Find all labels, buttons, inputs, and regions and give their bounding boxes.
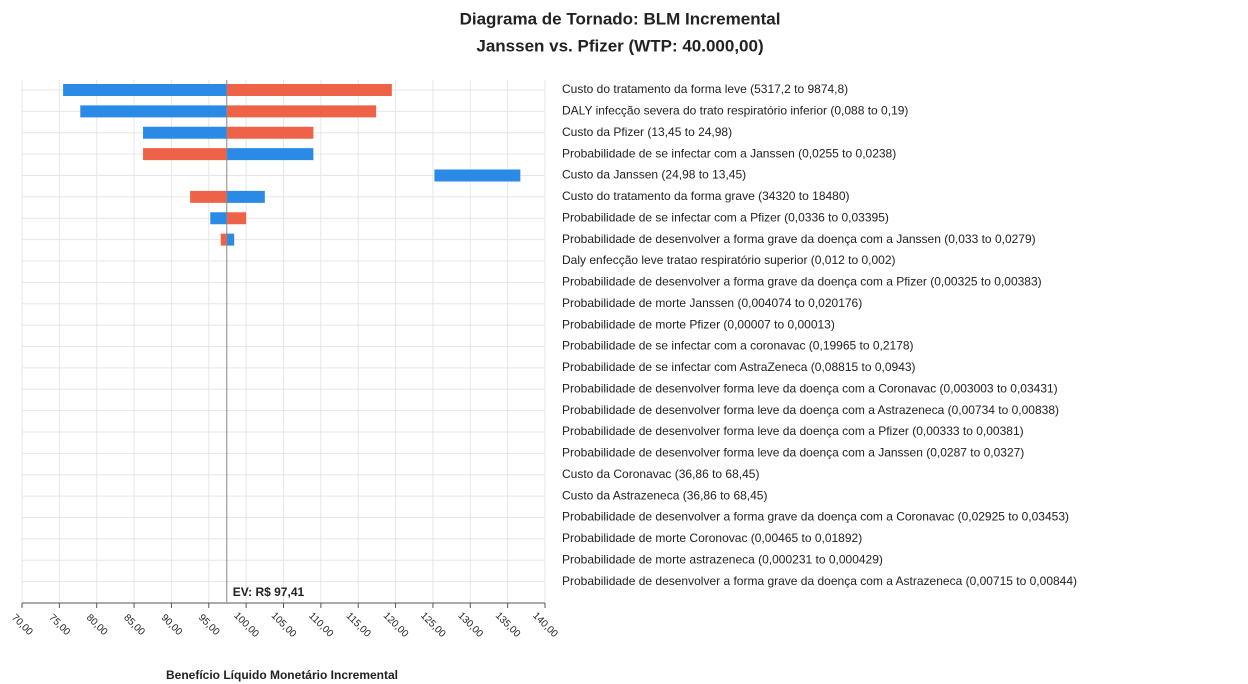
x-tick-label: 140,00 bbox=[530, 610, 560, 640]
bar bbox=[210, 212, 227, 225]
row-label: Probabilidade de desenvolver forma leve … bbox=[562, 446, 1024, 460]
row-label: Probabilidade de desenvolver a forma gra… bbox=[562, 510, 1069, 524]
row-label: DALY infecção severa do trato respiratór… bbox=[562, 104, 908, 118]
chart-title: Diagrama de Tornado: BLM Incremental bbox=[460, 9, 781, 28]
row-label: Probabilidade de desenvolver a forma gra… bbox=[562, 275, 1042, 289]
row-label: Probabilidade de desenvolver a forma gra… bbox=[562, 232, 1036, 246]
row-label: Custo da Pfizer (13,45 to 24,98) bbox=[562, 125, 732, 139]
x-tick-label: 80,00 bbox=[84, 612, 110, 638]
row-label: Probabilidade de morte astrazeneca (0,00… bbox=[562, 552, 883, 566]
bar bbox=[434, 169, 521, 182]
x-tick-label: 110,00 bbox=[306, 611, 335, 640]
bar bbox=[226, 105, 377, 118]
row-label: Custo do tratamento da forma leve (5317,… bbox=[562, 82, 848, 96]
bar bbox=[226, 212, 247, 225]
row-label: Daly enfecção leve tratao respiratório s… bbox=[562, 253, 896, 267]
row-label: Probabilidade de se infectar com a Janss… bbox=[562, 146, 896, 160]
row-label: Custo da Astrazeneca (36,86 to 68,45) bbox=[562, 488, 767, 502]
row-label: Probabilidade de desenvolver a forma gra… bbox=[562, 574, 1077, 588]
x-tick-label: 115,00 bbox=[344, 611, 373, 640]
row-label: Probabilidade de se infectar com a coron… bbox=[562, 339, 914, 353]
x-tick-label: 120,00 bbox=[381, 610, 411, 640]
bar bbox=[80, 105, 227, 118]
row-label: Probabilidade de morte Coronovac (0,0046… bbox=[562, 531, 862, 545]
x-axis-label: Benefício Líquido Monetário Incremental bbox=[166, 668, 398, 682]
x-tick-label: 130,00 bbox=[455, 610, 485, 640]
x-tick-label: 85,00 bbox=[121, 612, 147, 638]
x-tick-label: 105,00 bbox=[269, 610, 299, 640]
row-label: Custo da Coronavac (36,86 to 68,45) bbox=[562, 467, 759, 481]
row-label: Probabilidade de desenvolver forma leve … bbox=[562, 381, 1058, 395]
row-label: Custo do tratamento da forma grave (3432… bbox=[562, 189, 850, 203]
x-tick-label: 135,00 bbox=[493, 610, 523, 640]
row-label: Custo da Janssen (24,98 to 13,45) bbox=[562, 168, 746, 182]
x-tick-label: 125,00 bbox=[418, 610, 448, 640]
bar bbox=[226, 190, 265, 203]
x-tick-label: 90,00 bbox=[159, 612, 185, 638]
x-tick-label: 75,00 bbox=[47, 612, 73, 638]
row-label: Probabilidade de se infectar com AstraZe… bbox=[562, 360, 916, 374]
x-tick-label: 95,00 bbox=[196, 612, 222, 638]
bar bbox=[220, 233, 227, 246]
bar bbox=[63, 84, 227, 96]
x-tick-label: 100,00 bbox=[231, 610, 261, 640]
bar bbox=[190, 190, 227, 203]
bar bbox=[226, 233, 235, 246]
row-label: Probabilidade de morte Janssen (0,004074… bbox=[562, 296, 862, 310]
bar bbox=[226, 84, 392, 96]
ev-label: EV: R$ 97,41 bbox=[233, 585, 305, 599]
chart-subtitle: Janssen vs. Pfizer (WTP: 40.000,00) bbox=[476, 36, 763, 55]
bar bbox=[226, 126, 314, 139]
bar bbox=[143, 126, 227, 139]
bar bbox=[143, 148, 227, 161]
row-label: Probabilidade de se infectar com a Pfize… bbox=[562, 210, 889, 224]
row-label: Probabilidade de desenvolver forma leve … bbox=[562, 403, 1059, 417]
bar bbox=[226, 148, 314, 161]
row-label: Probabilidade de morte Pfizer (0,00007 t… bbox=[562, 317, 835, 331]
row-label: Probabilidade de desenvolver forma leve … bbox=[562, 424, 1024, 438]
x-tick-label: 70,00 bbox=[9, 612, 35, 638]
